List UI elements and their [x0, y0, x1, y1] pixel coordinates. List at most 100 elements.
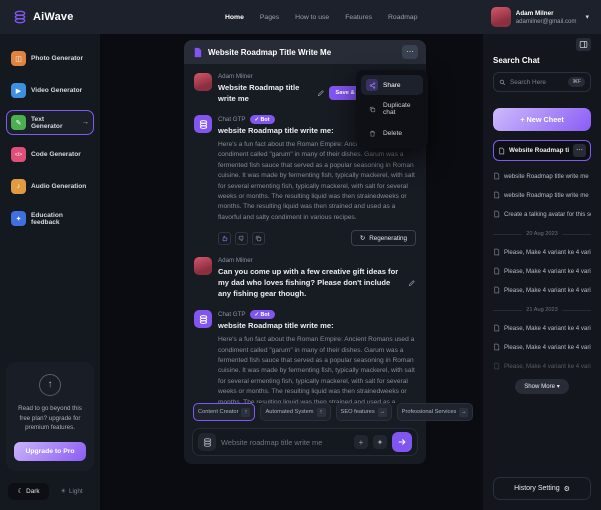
chat-item-options-button[interactable]: ⋯ — [573, 144, 586, 157]
menu-item-share[interactable]: Share — [361, 75, 423, 95]
chat-list-item[interactable]: website Roadmap title write me — [493, 191, 591, 199]
nav-home[interactable]: Home — [225, 13, 244, 21]
message-user-2: Adam Milner Can you come up with a few c… — [194, 257, 416, 299]
avatar — [194, 73, 212, 91]
tag-seo-features[interactable]: SEO features → — [335, 403, 392, 421]
chat-list-item-label: Website Roadmap title w — [509, 147, 569, 154]
file-icon — [493, 248, 500, 256]
chat-list-item-label: Please, Make 4 variant ke 4 varian — [504, 324, 591, 332]
tag-professional-services[interactable]: Professional Services → — [396, 403, 474, 421]
audio-generation-icon: ♪ — [11, 179, 26, 194]
nav-how-to-use[interactable]: How to use — [295, 13, 330, 21]
nav-features[interactable]: Features — [345, 13, 373, 21]
sidebar-item-text-generator[interactable]: ✎ Text Generator → — [6, 110, 94, 135]
message-bot-2: Chat GTP ✓ Bot website Roadmap title wri… — [194, 310, 416, 403]
edit-icon[interactable] — [317, 89, 325, 97]
file-icon — [498, 147, 505, 155]
message-actions: ↻ Regenerating — [218, 230, 416, 247]
file-icon — [493, 267, 500, 275]
chat-options-button[interactable]: ⋯ — [402, 45, 418, 59]
thumbs-up-button[interactable] — [218, 231, 231, 245]
regenerate-button[interactable]: ↻ Regenerating — [350, 230, 416, 247]
chat-messages: Adam Milner Website Roadmap title write … — [184, 64, 426, 403]
share-icon — [366, 79, 378, 91]
bot-name: Chat GTP — [218, 311, 246, 319]
nav-pages[interactable]: Pages — [259, 13, 280, 21]
chat-options-dropdown: Share Duplicate chat Delete — [356, 70, 428, 148]
chat-list-item[interactable]: Please, Make 4 variant ke 4 varian — [493, 267, 591, 275]
refresh-icon: ↻ — [359, 234, 366, 242]
search-input[interactable] — [510, 78, 565, 86]
history-setting-button[interactable]: History Setting ⚙ — [493, 477, 591, 500]
sidebar-item-audio-generation[interactable]: ♪ Audio Generation — [6, 174, 94, 199]
menu-item-label: Delete — [383, 129, 403, 137]
menu-item-duplicate-chat[interactable]: Duplicate chat — [361, 98, 423, 120]
date-divider: 20 Aug 2023 — [493, 231, 591, 237]
chat-list-item-label: Please, Make 4 variant ke 4 varian — [504, 343, 591, 351]
tag-automated-system[interactable]: Automated System ↑ — [260, 403, 331, 421]
thumbs-down-button[interactable] — [235, 231, 248, 245]
upgrade-card: ↑ Read to go beyond this free plan? upgr… — [6, 362, 94, 471]
chat-list-item[interactable]: Create a talking avatar for this scrip — [493, 210, 591, 218]
chat-list-item[interactable]: Please, Make 4 variant ke 4 varian — [493, 248, 591, 256]
chevron-down-icon: ▾ — [556, 383, 560, 390]
file-icon — [493, 286, 500, 294]
chat-list-item-label: website Roadmap title write me — [504, 191, 589, 199]
chat-list-item[interactable]: Please, Make 4 variant ke 4 varian — [493, 362, 591, 370]
menu-item-delete[interactable]: Delete — [361, 123, 423, 143]
tag-label: Professional Services — [401, 409, 457, 415]
show-more-button[interactable]: Show More ▾ — [515, 379, 569, 394]
chat-list-item-label: website Roadmap title write me — [504, 172, 589, 180]
bot-badge: ✓ Bot — [249, 310, 275, 320]
collapse-sidebar-icon[interactable] — [576, 38, 591, 51]
copy-button[interactable] — [252, 231, 265, 245]
message-text: Website Roadmap title write me — [218, 83, 300, 103]
sidebar-item-video-generator[interactable]: ▶ Video Generator — [6, 78, 94, 103]
tag-content-creator[interactable]: Content Creator ↑ — [193, 403, 256, 421]
edit-icon[interactable] — [408, 279, 416, 287]
keyboard-shortcut-badge: ⌘F — [568, 77, 585, 87]
file-icon — [493, 210, 500, 218]
user-avatar — [490, 7, 511, 27]
new-chat-button[interactable]: + New Cheet — [493, 108, 591, 131]
brand[interactable]: AiWave — [12, 9, 74, 25]
user-menu[interactable]: Adam Milner adamilner@gmail.com ▾ — [490, 7, 589, 27]
regenerate-label: Regenerating — [369, 234, 407, 242]
chat-list-item-label: Please, Make 4 variant ke 4 varian — [504, 248, 591, 256]
light-mode-button[interactable]: ☀ Light — [51, 483, 92, 500]
message-text: Can you come up with a few creative gift… — [218, 267, 399, 299]
send-button[interactable] — [392, 432, 412, 452]
chat-list-item[interactable]: Please, Make 4 variant ke 4 varian — [493, 286, 591, 294]
sidebar-item-education-feedback[interactable]: ✦ Education feedback — [6, 206, 94, 231]
moon-icon: ☾ — [17, 488, 24, 495]
chat-list-item[interactable]: website Roadmap title write me — [493, 172, 591, 180]
user-email: adamilner@gmail.com — [515, 17, 577, 25]
sparkle-options-button[interactable]: ✦ — [373, 435, 387, 449]
upgrade-text: Read to go beyond this free plan? upgrad… — [18, 405, 82, 432]
sidebar-item-photo-generator[interactable]: ◫ Photo Generator — [6, 46, 94, 71]
chat-panel: Website Roadmap Title Write Me ⋯ Adam Mi… — [184, 40, 474, 464]
message-author: Adam Milner — [218, 73, 253, 80]
bot-name: Chat GTP — [218, 116, 246, 123]
up-arrow-icon: ↑ — [39, 374, 61, 397]
chat-list-item-active[interactable]: Website Roadmap title w ⋯ — [493, 140, 591, 161]
file-icon — [493, 343, 500, 351]
sidebar-item-label: Video Generator — [31, 87, 83, 94]
sidebar-item-code-generator[interactable]: </> Code Generator — [6, 142, 94, 167]
message-input-bar: + ✦ — [192, 428, 418, 456]
bot-avatar — [194, 115, 212, 133]
dark-mode-button[interactable]: ☾ Dark — [8, 483, 49, 500]
dark-label: Dark — [26, 488, 40, 495]
light-label: Light — [69, 488, 83, 495]
chat-list-item[interactable]: Please, Make 4 variant ke 4 varian — [493, 343, 591, 351]
aiwave-input-logo-icon — [198, 433, 216, 451]
attach-plus-button[interactable]: + — [354, 435, 368, 449]
user-meta: Adam Milner adamilner@gmail.com — [516, 10, 577, 25]
message-input[interactable] — [221, 437, 349, 447]
text-generator-icon: ✎ — [11, 115, 26, 130]
tag-label: SEO features — [340, 409, 375, 415]
nav-roadmap[interactable]: Roadmap — [388, 13, 418, 21]
upgrade-to-pro-button[interactable]: Upgrade to Pro — [14, 442, 86, 461]
sidebar-item-label: Text Generator — [31, 115, 63, 130]
chat-list-item[interactable]: Please, Make 4 variant ke 4 varian — [493, 324, 591, 332]
